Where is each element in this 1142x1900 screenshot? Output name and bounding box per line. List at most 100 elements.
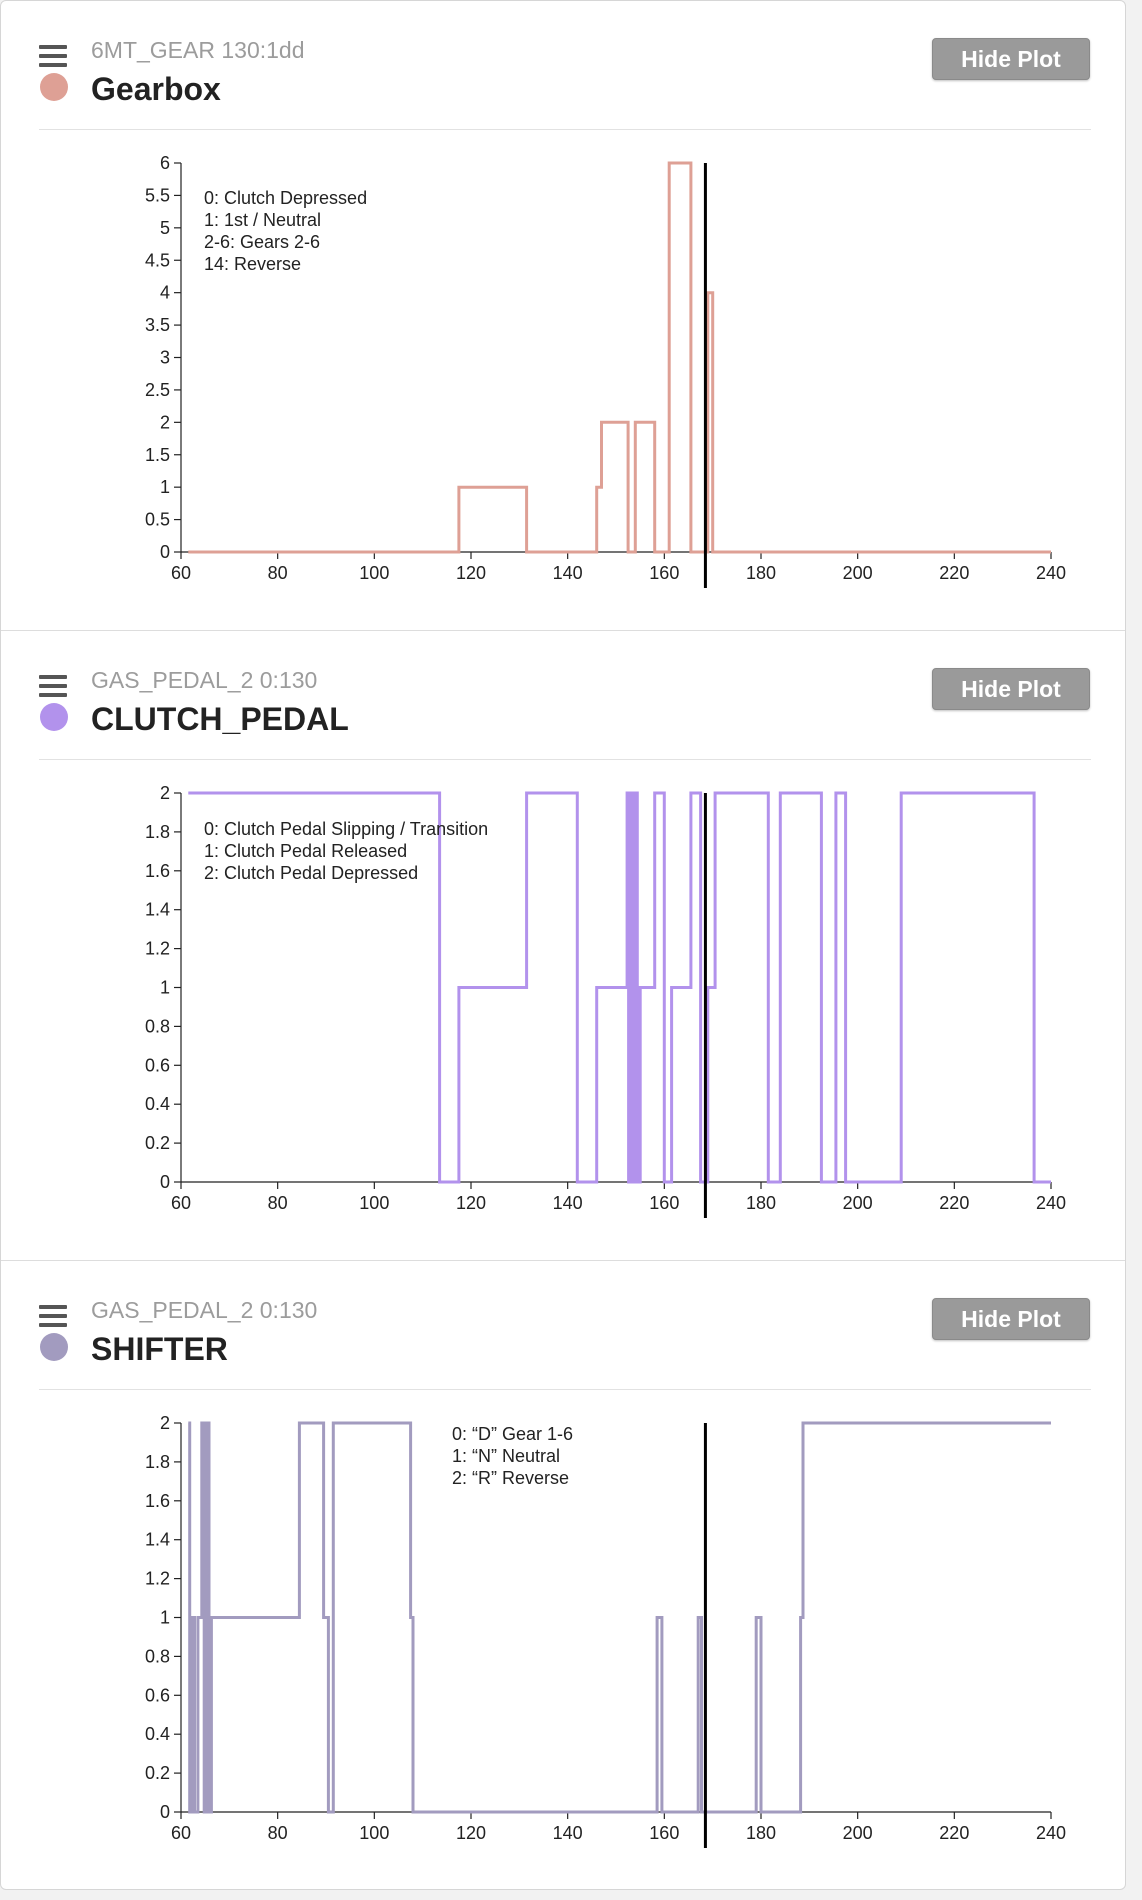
- y-tick-label: 1.6: [145, 861, 170, 881]
- x-tick-label: 240: [1036, 563, 1066, 583]
- signal-source: 6MT_GEAR 130:1dd: [91, 37, 305, 63]
- y-tick-label: 0.5: [145, 510, 170, 530]
- x-tick-label: 160: [649, 1193, 679, 1213]
- series-line: [188, 791, 1051, 1184]
- y-tick-label: 0.6: [145, 1685, 170, 1705]
- y-tick-label: 0.8: [145, 1016, 170, 1036]
- legend-entry: 2-6: Gears 2-6: [204, 232, 320, 252]
- y-tick-label: 1: [160, 1608, 170, 1628]
- x-tick-label: 160: [649, 563, 679, 583]
- menu-icon[interactable]: [39, 45, 67, 67]
- x-tick-label: 60: [171, 1193, 191, 1213]
- signal-source: GAS_PEDAL_2 0:130: [91, 667, 318, 693]
- y-tick-label: 1.2: [145, 939, 170, 959]
- y-tick-label: 1: [160, 477, 170, 497]
- x-tick-label: 120: [456, 563, 486, 583]
- legend-entry: 1: “N” Neutral: [452, 1446, 560, 1466]
- y-tick-label: 4.5: [145, 250, 170, 270]
- x-tick-label: 200: [843, 1193, 873, 1213]
- legend-entry: 2: “R” Reverse: [452, 1468, 569, 1488]
- x-tick-label: 180: [746, 1193, 776, 1213]
- y-tick-label: 0: [160, 1172, 170, 1192]
- hide-plot-button[interactable]: Hide Plot: [932, 1298, 1090, 1340]
- y-tick-label: 1.8: [145, 822, 170, 842]
- legend-entry: 1: Clutch Pedal Released: [204, 841, 407, 861]
- header-divider: [39, 1389, 1091, 1390]
- header-divider: [39, 759, 1091, 760]
- x-tick-label: 100: [359, 1193, 389, 1213]
- signal-title: Gearbox: [91, 71, 221, 107]
- plot-panel-clutch-pedal: GAS_PEDAL_2 0:130 CLUTCH_PEDAL Hide Plot…: [1, 631, 1125, 1261]
- legend-entry: 1: 1st / Neutral: [204, 210, 321, 230]
- y-tick-label: 0.4: [145, 1094, 170, 1114]
- x-tick-label: 220: [939, 1823, 969, 1843]
- y-tick-label: 0.8: [145, 1646, 170, 1666]
- hide-plot-button[interactable]: Hide Plot: [932, 38, 1090, 80]
- x-tick-label: 240: [1036, 1823, 1066, 1843]
- y-tick-label: 1.6: [145, 1491, 170, 1511]
- series-line: [188, 161, 1051, 554]
- shifter-chart: 0 0.2 0.4 0.6 0.8 1 1.2 1.4 1.6 1.8 2 60 80 100 120 140…: [145, 1413, 1066, 1848]
- legend-entry: 14: Reverse: [204, 254, 301, 274]
- y-tick-label: 0: [160, 542, 170, 562]
- x-tick-label: 140: [553, 563, 583, 583]
- x-tick-label: 80: [268, 1823, 288, 1843]
- y-tick-label: 1: [160, 978, 170, 998]
- header-divider: [39, 129, 1091, 130]
- legend-entry: 0: Clutch Depressed: [204, 188, 367, 208]
- y-tick-label: 0.6: [145, 1055, 170, 1075]
- x-tick-label: 120: [456, 1193, 486, 1213]
- series-line: [188, 1421, 1051, 1814]
- y-tick-label: 2: [160, 783, 170, 803]
- y-tick-label: 5: [160, 218, 170, 238]
- series-color-dot: [40, 703, 68, 731]
- x-tick-label: 80: [268, 1193, 288, 1213]
- y-tick-label: 5.5: [145, 185, 170, 205]
- x-tick-label: 180: [746, 563, 776, 583]
- y-tick-label: 2: [160, 412, 170, 432]
- y-tick-label: 1.4: [145, 1530, 170, 1550]
- plot-panel-shifter: GAS_PEDAL_2 0:130 SHIFTER Hide Plot 0 0.2…: [1, 1261, 1125, 1889]
- x-tick-label: 60: [171, 1823, 191, 1843]
- legend-entry: 0: Clutch Pedal Slipping / Transition: [204, 819, 488, 839]
- x-tick-label: 200: [843, 1823, 873, 1843]
- x-tick-label: 180: [746, 1823, 776, 1843]
- y-tick-label: 2: [160, 1413, 170, 1433]
- x-tick-label: 140: [553, 1823, 583, 1843]
- y-tick-label: 1.5: [145, 445, 170, 465]
- x-tick-label: 80: [268, 563, 288, 583]
- x-tick-label: 200: [843, 563, 873, 583]
- signal-title: CLUTCH_PEDAL: [91, 701, 349, 737]
- x-tick-label: 140: [553, 1193, 583, 1213]
- x-tick-label: 60: [171, 563, 191, 583]
- y-tick-label: 1.4: [145, 900, 170, 920]
- signal-title: SHIFTER: [91, 1331, 228, 1367]
- y-tick-label: 0.2: [145, 1133, 170, 1153]
- hide-plot-button[interactable]: Hide Plot: [932, 668, 1090, 710]
- y-tick-label: 0.4: [145, 1724, 170, 1744]
- x-tick-label: 100: [359, 563, 389, 583]
- x-tick-label: 160: [649, 1823, 679, 1843]
- y-tick-label: 1.8: [145, 1452, 170, 1472]
- x-tick-label: 120: [456, 1823, 486, 1843]
- plot-panel-gearbox: 6MT_GEAR 130:1dd Gearbox Hide Plot 0 0.5 1…: [1, 1, 1125, 631]
- gearbox-chart: 0 0.5 1 1.5 2 2.5 3 3.5 4 4.5 5 5.5 6 60 80 100 120 140 16…: [145, 153, 1066, 588]
- y-tick-label: 0: [160, 1802, 170, 1822]
- y-tick-label: 4: [160, 283, 170, 303]
- signal-source: GAS_PEDAL_2 0:130: [91, 1297, 318, 1323]
- legend-entry: 2: Clutch Pedal Depressed: [204, 863, 418, 883]
- y-tick-label: 3.5: [145, 315, 170, 335]
- y-tick-label: 3: [160, 348, 170, 368]
- menu-icon[interactable]: [39, 1305, 67, 1327]
- x-tick-label: 220: [939, 1193, 969, 1213]
- series-color-dot: [40, 73, 68, 101]
- x-tick-label: 220: [939, 563, 969, 583]
- x-tick-label: 100: [359, 1823, 389, 1843]
- y-tick-label: 6: [160, 153, 170, 173]
- legend-entry: 0: “D” Gear 1-6: [452, 1424, 573, 1444]
- series-color-dot: [40, 1333, 68, 1361]
- y-tick-label: 0.2: [145, 1763, 170, 1783]
- y-tick-label: 1.2: [145, 1569, 170, 1589]
- menu-icon[interactable]: [39, 675, 67, 697]
